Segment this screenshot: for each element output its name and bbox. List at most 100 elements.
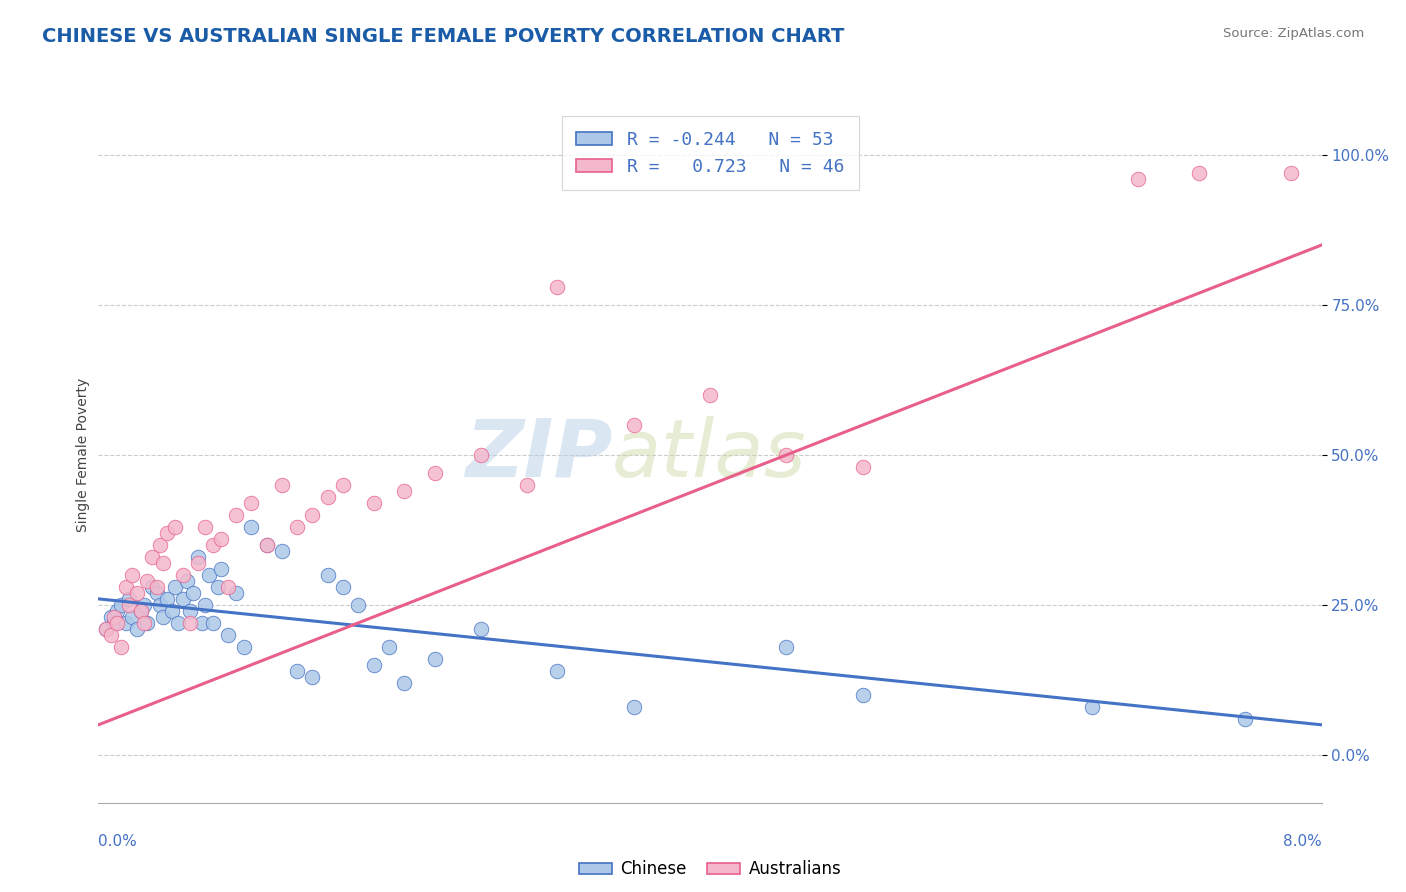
Legend: Chinese, Australians: Chinese, Australians [572, 854, 848, 885]
Point [121, 610, 143, 624]
Point [172, 591, 194, 606]
Point [134, 598, 156, 612]
Point [103, 610, 125, 624]
Point [423, 652, 446, 666]
Point [225, 586, 247, 600]
Point [187, 549, 209, 564]
Point [256, 538, 278, 552]
Point [301, 670, 323, 684]
Point [179, 615, 201, 630]
Point [202, 615, 225, 630]
Text: 0.0%: 0.0% [98, 834, 138, 849]
Point [152, 556, 174, 570]
Text: atlas: atlas [612, 416, 807, 494]
Point [194, 520, 217, 534]
Point [285, 664, 308, 678]
Point [121, 567, 143, 582]
Point [316, 567, 339, 582]
Point [240, 520, 263, 534]
Point [217, 628, 239, 642]
Point [270, 544, 294, 558]
Point [852, 688, 875, 702]
Point [775, 640, 797, 654]
Point [145, 586, 167, 600]
Point [470, 448, 492, 462]
Text: ZIP: ZIP [465, 416, 612, 494]
Point [363, 657, 385, 672]
Point [149, 598, 172, 612]
Point [332, 580, 354, 594]
Point [270, 478, 294, 492]
Point [105, 604, 128, 618]
Text: CHINESE VS AUSTRALIAN SINGLE FEMALE POVERTY CORRELATION CHART: CHINESE VS AUSTRALIAN SINGLE FEMALE POVE… [42, 27, 845, 45]
Point [115, 580, 138, 594]
Point [163, 580, 186, 594]
Point [103, 615, 125, 630]
Point [207, 580, 229, 594]
Point [160, 604, 183, 618]
Point [115, 615, 138, 630]
Point [134, 615, 156, 630]
Point [1188, 166, 1211, 180]
Point [623, 699, 645, 714]
Point [136, 615, 159, 630]
Point [125, 586, 148, 600]
Point [125, 622, 148, 636]
Point [100, 610, 122, 624]
Point [209, 562, 232, 576]
Point [187, 556, 209, 570]
Point [141, 580, 163, 594]
Point [775, 448, 797, 462]
Point [1128, 172, 1150, 186]
Point [94, 622, 117, 636]
Point [347, 598, 370, 612]
Point [110, 598, 132, 612]
Point [470, 622, 492, 636]
Point [156, 525, 179, 540]
Point [141, 549, 163, 564]
Point [546, 280, 568, 294]
Point [256, 538, 278, 552]
Point [515, 478, 537, 492]
Point [1234, 712, 1257, 726]
Point [423, 466, 446, 480]
Point [232, 640, 254, 654]
Point [194, 598, 217, 612]
Point [378, 640, 401, 654]
Point [136, 574, 159, 588]
Point [285, 520, 308, 534]
Point [1279, 166, 1302, 180]
Point [225, 508, 247, 522]
Point [149, 538, 172, 552]
Point [110, 640, 132, 654]
Point [163, 520, 186, 534]
Point [852, 459, 875, 474]
Text: 8.0%: 8.0% [1282, 834, 1322, 849]
Point [623, 417, 645, 432]
Point [1081, 699, 1104, 714]
Point [118, 598, 141, 612]
Point [129, 604, 152, 618]
Point [546, 664, 568, 678]
Point [152, 610, 174, 624]
Point [129, 604, 152, 618]
Point [94, 622, 117, 636]
Point [167, 615, 190, 630]
Point [392, 676, 416, 690]
Point [179, 604, 201, 618]
Point [191, 615, 214, 630]
Point [145, 580, 167, 594]
Point [392, 483, 416, 498]
Point [105, 615, 128, 630]
Point [332, 478, 354, 492]
Point [209, 532, 232, 546]
Point [316, 490, 339, 504]
Point [301, 508, 323, 522]
Point [181, 586, 204, 600]
Point [699, 388, 721, 402]
Point [156, 591, 179, 606]
Point [217, 580, 239, 594]
Point [240, 496, 263, 510]
Point [118, 591, 141, 606]
Point [100, 628, 122, 642]
